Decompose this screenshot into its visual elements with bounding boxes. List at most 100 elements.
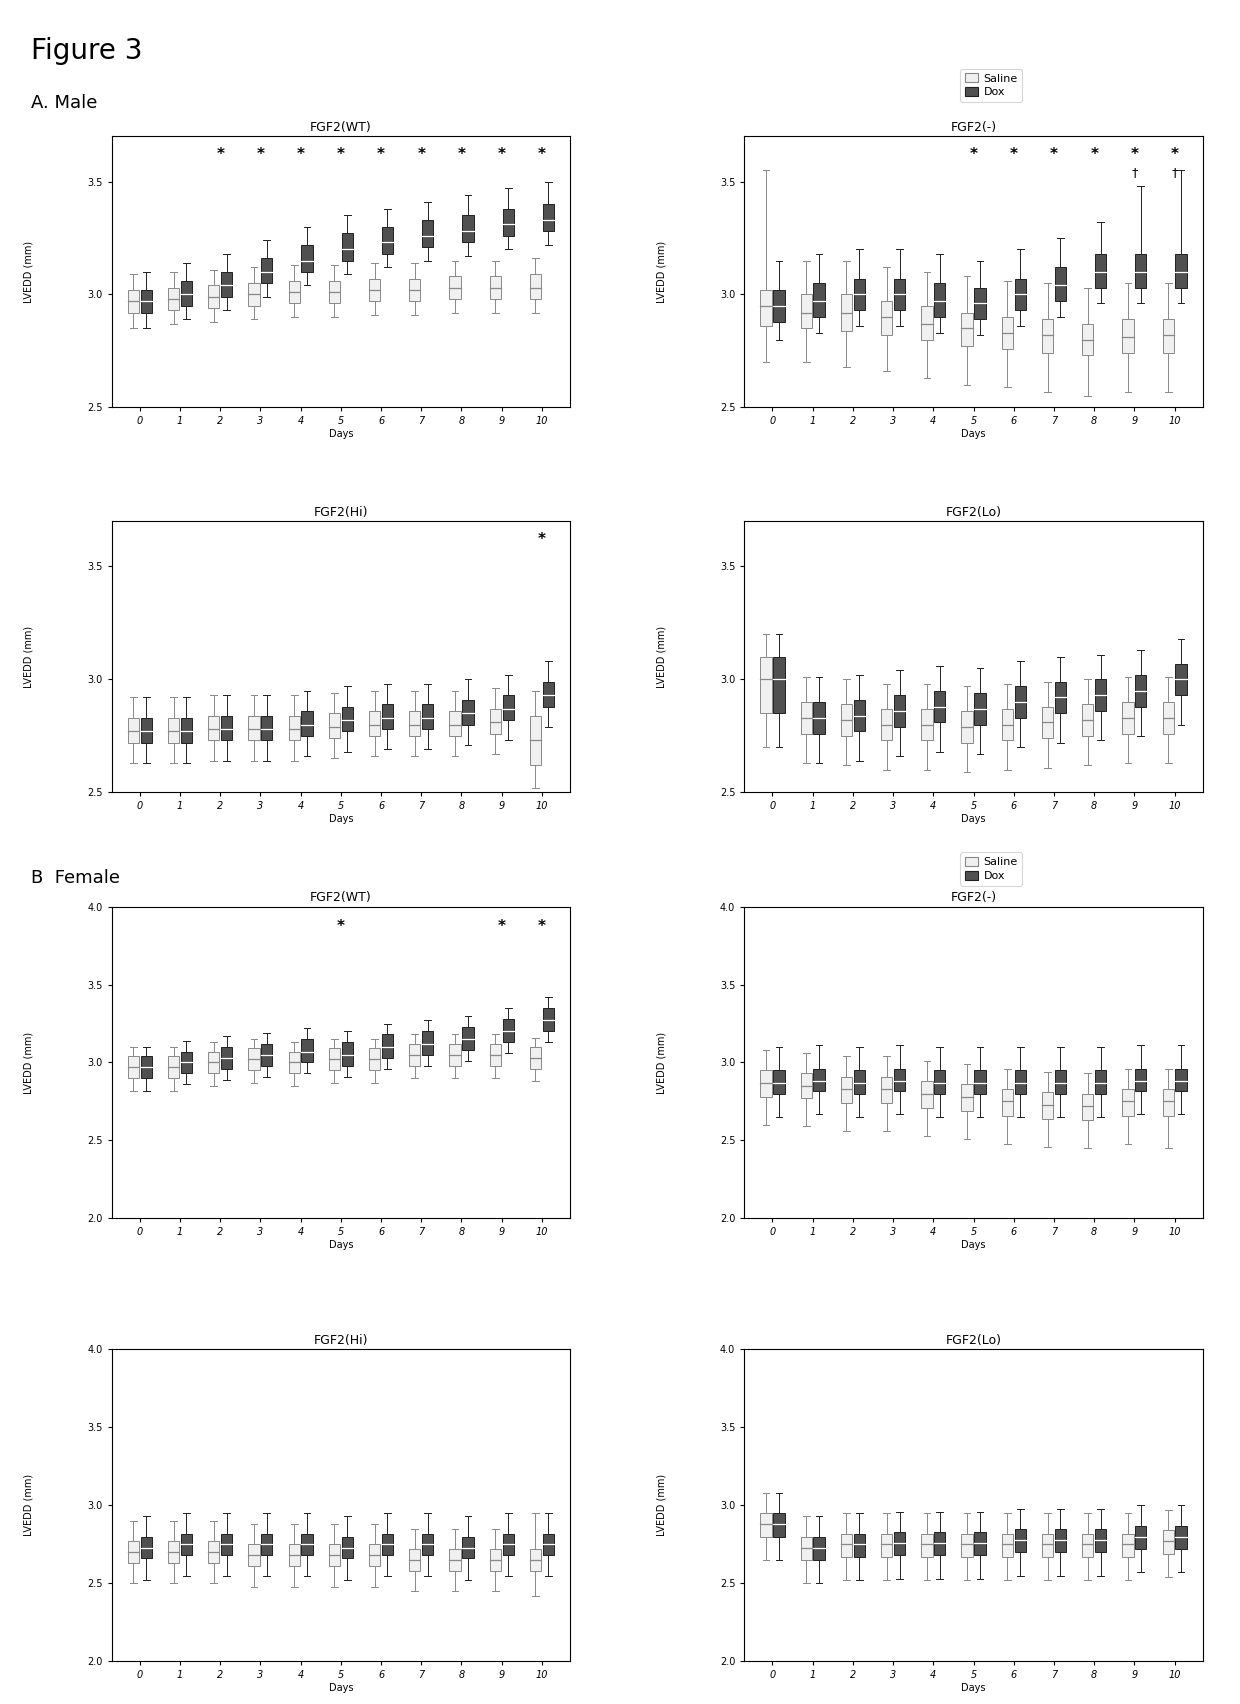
Bar: [921, 1534, 932, 1557]
Bar: [490, 1045, 501, 1065]
Bar: [342, 1537, 353, 1559]
Title: FGF2(Hi): FGF2(Hi): [314, 506, 368, 518]
Title: FGF2(-): FGF2(-): [951, 121, 997, 135]
Bar: [841, 1534, 852, 1557]
Bar: [1014, 1528, 1025, 1552]
Bar: [529, 716, 541, 765]
Text: *: *: [1009, 147, 1018, 162]
Bar: [248, 716, 259, 741]
Bar: [289, 716, 300, 741]
Bar: [181, 281, 192, 305]
Bar: [1176, 1525, 1187, 1549]
Bar: [1055, 268, 1066, 302]
Text: *: *: [418, 147, 425, 162]
Bar: [1083, 1094, 1094, 1120]
Bar: [934, 1070, 945, 1094]
Y-axis label: LVEDD (mm): LVEDD (mm): [24, 1031, 33, 1094]
Bar: [921, 1082, 932, 1108]
X-axis label: Days: Days: [961, 429, 986, 440]
Bar: [208, 716, 219, 741]
Bar: [1163, 1530, 1174, 1554]
X-axis label: Days: Days: [961, 1684, 986, 1694]
Bar: [301, 711, 312, 736]
Bar: [167, 288, 179, 310]
Bar: [140, 1537, 151, 1559]
Bar: [301, 245, 312, 273]
Text: *: *: [538, 532, 546, 547]
Bar: [975, 288, 986, 319]
Title: FGF2(WT): FGF2(WT): [310, 121, 372, 135]
Bar: [370, 1048, 381, 1070]
Bar: [329, 714, 340, 738]
Bar: [262, 716, 273, 741]
Bar: [774, 656, 785, 714]
Bar: [1042, 1534, 1053, 1557]
Bar: [248, 283, 259, 305]
Text: Figure 3: Figure 3: [31, 37, 143, 65]
Text: *: *: [458, 147, 465, 162]
Bar: [1122, 1089, 1133, 1116]
Bar: [382, 1534, 393, 1556]
Bar: [221, 1534, 232, 1556]
Bar: [181, 1051, 192, 1074]
Bar: [975, 1070, 986, 1094]
Legend: Saline, Dox: Saline, Dox: [960, 68, 1023, 102]
Bar: [801, 1537, 812, 1561]
Bar: [543, 204, 554, 232]
Bar: [841, 295, 852, 331]
Bar: [502, 1019, 513, 1043]
Text: †: †: [1131, 165, 1137, 179]
Bar: [543, 1534, 554, 1556]
Bar: [529, 274, 541, 298]
Text: *: *: [1131, 147, 1138, 162]
Bar: [490, 1549, 501, 1571]
Bar: [1042, 319, 1053, 353]
Bar: [1002, 709, 1013, 741]
Bar: [1163, 1089, 1174, 1116]
Bar: [894, 695, 905, 728]
Bar: [961, 312, 972, 346]
Bar: [1163, 702, 1174, 734]
Bar: [1014, 687, 1025, 717]
X-axis label: Days: Days: [961, 815, 986, 825]
Bar: [1055, 682, 1066, 714]
Y-axis label: LVEDD (mm): LVEDD (mm): [656, 625, 666, 688]
Bar: [760, 656, 771, 714]
Text: *: *: [1171, 147, 1179, 162]
Bar: [1014, 279, 1025, 310]
Bar: [882, 1077, 893, 1102]
Bar: [329, 281, 340, 303]
Bar: [801, 702, 812, 734]
Bar: [128, 1056, 139, 1079]
Bar: [409, 711, 420, 736]
Bar: [329, 1048, 340, 1070]
Bar: [1136, 1525, 1147, 1549]
Title: FGF2(Hi): FGF2(Hi): [314, 1334, 368, 1346]
Bar: [1176, 254, 1187, 288]
Bar: [342, 1043, 353, 1065]
Bar: [1042, 707, 1053, 738]
Bar: [382, 704, 393, 729]
Bar: [262, 259, 273, 283]
Title: FGF2(-): FGF2(-): [951, 891, 997, 905]
Bar: [301, 1534, 312, 1556]
Bar: [221, 1046, 232, 1068]
Bar: [449, 1045, 461, 1065]
Bar: [1136, 675, 1147, 707]
Bar: [894, 1068, 905, 1091]
Bar: [502, 208, 513, 235]
Bar: [490, 709, 501, 734]
Bar: [774, 1513, 785, 1537]
Text: *: *: [337, 918, 345, 934]
Bar: [1083, 324, 1094, 356]
Bar: [449, 276, 461, 298]
Bar: [760, 290, 771, 325]
Bar: [140, 1056, 151, 1079]
Bar: [140, 290, 151, 312]
Bar: [502, 695, 513, 721]
Bar: [342, 707, 353, 731]
Bar: [490, 276, 501, 298]
Bar: [422, 1534, 433, 1556]
Bar: [774, 1070, 785, 1094]
Bar: [760, 1070, 771, 1097]
